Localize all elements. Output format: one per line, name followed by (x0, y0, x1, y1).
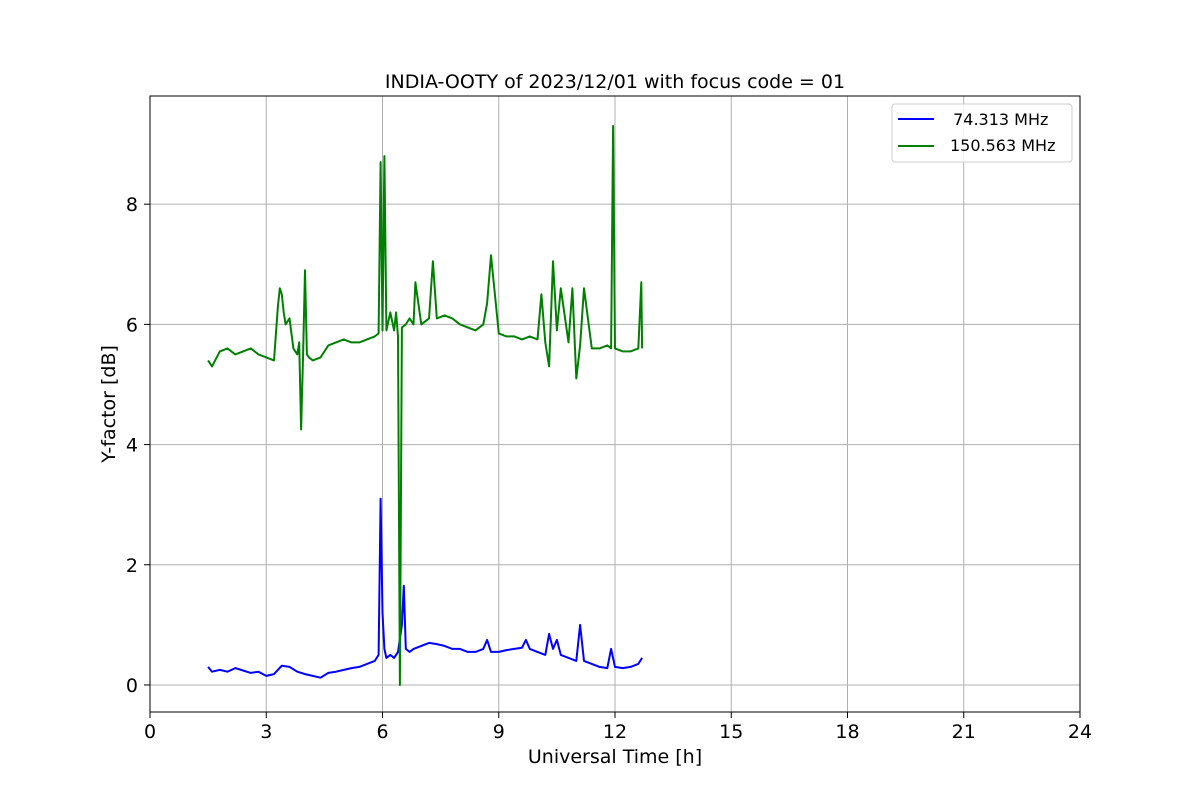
y-axis-ticks: 0 2 4 6 8 (126, 194, 150, 697)
legend-label-150mhz: 150.563 MHz (950, 136, 1055, 155)
legend-box (891, 103, 1073, 163)
y-tick-label: 6 (126, 314, 138, 336)
x-tick-label: 3 (260, 721, 272, 743)
series-150mhz-line (207, 125, 644, 686)
x-tick-label: 9 (493, 721, 505, 743)
legend-label-74mhz: 74.313 MHz (948, 110, 1048, 129)
series-74mhz-line (207, 497, 643, 679)
y-tick-label: 2 (126, 555, 138, 577)
x-tick-label: 24 (1068, 721, 1092, 743)
x-axis-label: Universal Time [h] (528, 746, 702, 768)
series-layer (207, 125, 644, 686)
x-tick-label: 0 (144, 721, 156, 743)
chart-title: INDIA-OOTY of 2023/12/01 with focus code… (385, 71, 845, 93)
y-tick-label: 8 (126, 194, 138, 216)
x-axis-ticks: 0 3 6 9 12 15 18 21 24 (144, 712, 1092, 743)
x-tick-label: 18 (835, 721, 859, 743)
legend: 74.313 MHz 150.563 MHz (891, 103, 1073, 163)
x-tick-label: 21 (952, 721, 976, 743)
x-tick-label: 12 (603, 721, 627, 743)
x-tick-label: 15 (719, 721, 743, 743)
y-tick-label: 4 (126, 435, 138, 457)
y-tick-label: 0 (126, 675, 138, 697)
x-tick-label: 6 (376, 721, 388, 743)
y-axis-label: Y-factor [dB] (98, 345, 120, 464)
grid (149, 96, 1081, 712)
